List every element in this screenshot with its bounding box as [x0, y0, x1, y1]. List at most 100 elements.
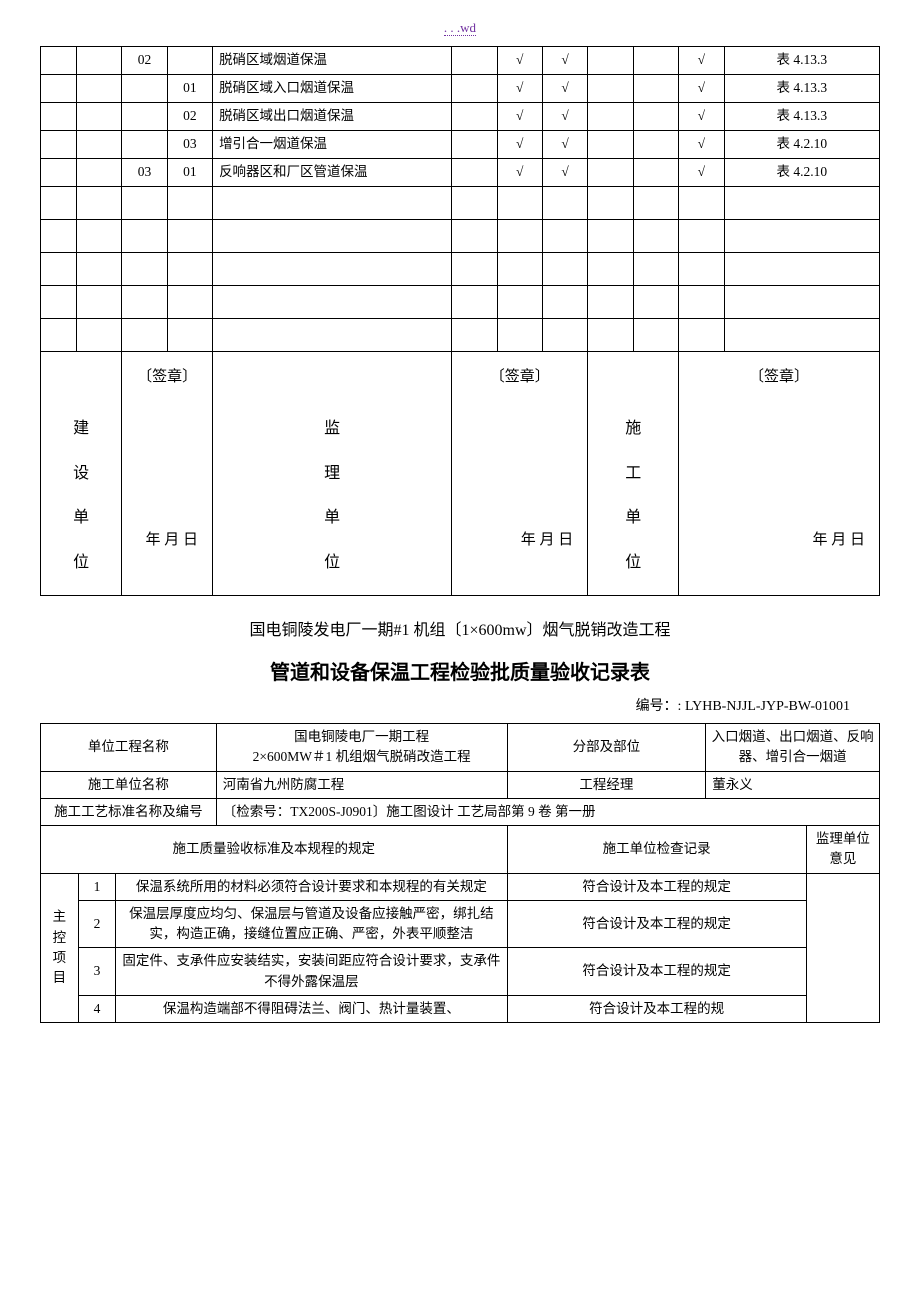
table-row: 03增引合一烟道保温√√√表 4.2.10 — [41, 131, 880, 159]
table-cell: 02 — [122, 47, 167, 75]
table-cell — [41, 103, 77, 131]
table-cell — [679, 319, 724, 352]
table-cell — [452, 47, 497, 75]
table-cell — [122, 220, 167, 253]
item-number: 3 — [78, 948, 116, 996]
value-project-manager: 董永义 — [706, 771, 880, 798]
table-cell — [542, 286, 587, 319]
inspection-item-row: 主控项目1保温系统所用的材料必须符合设计要求和本规程的有关规定符合设计及本工程的… — [41, 873, 880, 900]
table-cell — [41, 220, 77, 253]
header-inspection-record: 施工单位检查记录 — [507, 826, 806, 874]
table-cell — [167, 220, 212, 253]
signature-body: 〔签章〕年 月 日 — [679, 352, 880, 596]
table-cell — [213, 187, 452, 220]
table-cell — [588, 286, 633, 319]
table-row-empty — [41, 319, 880, 352]
table-cell — [452, 131, 497, 159]
table-cell — [452, 159, 497, 187]
item-requirement: 保温层厚度应均匀、保温层与管道及设备应接触严密，绑扎结实，构造正确，接缝位置应正… — [116, 900, 507, 948]
signature-body: 〔签章〕年 月 日 — [452, 352, 588, 596]
table-cell: √ — [679, 131, 724, 159]
table-cell: 表 4.2.10 — [724, 159, 879, 187]
table-cell: 03 — [122, 159, 167, 187]
table-row: 02脱硝区域出口烟道保温√√√表 4.13.3 — [41, 103, 880, 131]
table-cell — [497, 187, 542, 220]
table-cell — [41, 47, 77, 75]
table-row-empty — [41, 253, 880, 286]
table-cell — [588, 220, 633, 253]
signature-body: 〔签章〕年 月 日 — [122, 352, 213, 596]
table-cell — [633, 131, 678, 159]
table-cell — [167, 47, 212, 75]
table-cell — [41, 187, 77, 220]
table-cell — [679, 220, 724, 253]
table-cell — [76, 286, 121, 319]
item-record: 符合设计及本工程的规 — [507, 995, 806, 1022]
table-cell — [633, 253, 678, 286]
table-cell: 01 — [167, 159, 212, 187]
signature-unit-label: 监理单位 — [213, 352, 452, 596]
table-cell — [41, 131, 77, 159]
table-cell — [452, 286, 497, 319]
table-cell — [633, 159, 678, 187]
section-title: 管道和设备保温工程检验批质量验收记录表 — [40, 656, 880, 685]
table-cell — [633, 75, 678, 103]
item-number: 1 — [78, 873, 116, 900]
table-cell: √ — [497, 103, 542, 131]
value-unit-project: 国电铜陵电厂一期工程 2×600MW＃1 机组烟气脱硝改造工程 — [216, 724, 507, 772]
table-cell: √ — [497, 47, 542, 75]
table-cell — [452, 75, 497, 103]
table-cell — [41, 253, 77, 286]
table-cell — [542, 253, 587, 286]
table-cell — [122, 253, 167, 286]
table-cell: √ — [679, 159, 724, 187]
table-cell — [213, 220, 452, 253]
table-cell — [542, 319, 587, 352]
item-number: 2 — [78, 900, 116, 948]
table-cell — [633, 103, 678, 131]
label-process-standard: 施工工艺标准名称及编号 — [41, 798, 217, 825]
table-cell — [724, 253, 879, 286]
table-cell — [122, 187, 167, 220]
value-process-standard: 〔检索号：TX200S-J0901〕施工图设计 工艺局部第 9 卷 第一册 — [216, 798, 879, 825]
table-cell — [724, 220, 879, 253]
table-cell — [679, 286, 724, 319]
table-cell — [588, 103, 633, 131]
table-cell — [41, 75, 77, 103]
item-requirement: 固定件、支承件应安装结实，安装间距应符合设计要求，支承件不得外露保温层 — [116, 948, 507, 996]
table-cell: √ — [542, 75, 587, 103]
table-cell — [452, 103, 497, 131]
inspection-record-table: 单位工程名称 国电铜陵电厂一期工程 2×600MW＃1 机组烟气脱硝改造工程 分… — [40, 723, 880, 1023]
table-cell — [452, 187, 497, 220]
value-subpart: 入口烟道、出口烟道、反响器、增引合一烟道 — [706, 724, 880, 772]
table-cell — [724, 286, 879, 319]
table-cell — [213, 286, 452, 319]
supervisor-opinion-cell — [806, 873, 879, 1023]
table-cell — [679, 253, 724, 286]
inspection-item-row: 2保温层厚度应均匀、保温层与管道及设备应接触严密，绑扎结实，构造正确，接缝位置应… — [41, 900, 880, 948]
table-cell: 脱硝区域出口烟道保温 — [213, 103, 452, 131]
table-cell — [167, 253, 212, 286]
table-row: 0301反响器区和厂区管道保温√√√表 4.2.10 — [41, 159, 880, 187]
table-cell — [588, 47, 633, 75]
table-cell — [122, 131, 167, 159]
table-cell: √ — [542, 131, 587, 159]
label-unit-project: 单位工程名称 — [41, 724, 217, 772]
table-row-empty — [41, 187, 880, 220]
table-cell: √ — [679, 47, 724, 75]
item-requirement: 保温构造端部不得阻碍法兰、阀门、热计量装置、 — [116, 995, 507, 1022]
table-row-empty — [41, 220, 880, 253]
table-cell: 表 4.13.3 — [724, 75, 879, 103]
table-cell: √ — [542, 47, 587, 75]
item-number: 4 — [78, 995, 116, 1022]
table-cell: 03 — [167, 131, 212, 159]
table-row: 01脱硝区域入口烟道保温√√√表 4.13.3 — [41, 75, 880, 103]
table-cell — [588, 159, 633, 187]
table-cell: 01 — [167, 75, 212, 103]
table-cell: 02 — [167, 103, 212, 131]
table-cell — [167, 286, 212, 319]
signature-row: 建设单位〔签章〕年 月 日监理单位〔签章〕年 月 日施工单位〔签章〕年 月 日 — [41, 352, 880, 596]
table-cell — [542, 220, 587, 253]
table-cell — [41, 319, 77, 352]
table-cell — [167, 319, 212, 352]
